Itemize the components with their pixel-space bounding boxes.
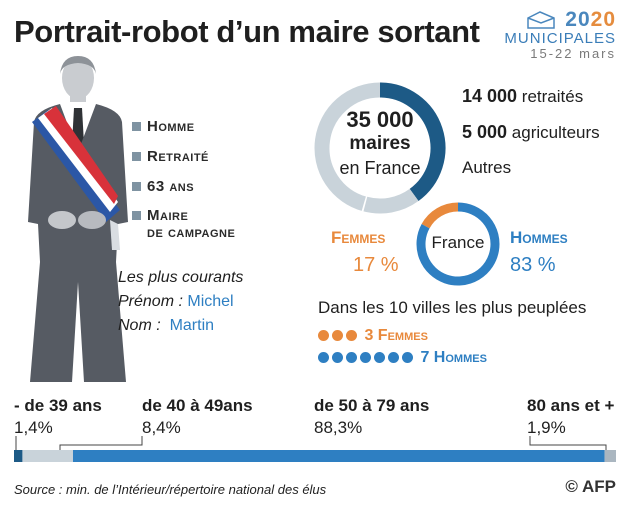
age-group-label-2: de 40 à 49ans [142, 396, 253, 415]
stat-others: Autres [462, 158, 512, 177]
donut-slice-retrait-s [379, 82, 446, 201]
city-dot [318, 330, 329, 341]
age-group-label-4: 80 ans et + [527, 396, 615, 415]
age-distribution-bar [14, 436, 616, 462]
first-name-value: Michel [187, 293, 234, 310]
women-label: Femmes [331, 228, 386, 247]
mayor-figure-illustration [28, 56, 128, 382]
donut-slice-femmes [421, 202, 459, 229]
municipales-logo-year: 2020 [565, 8, 616, 31]
most-common-title: Les plus courants [118, 269, 244, 286]
largest-cities-title: Dans les 10 villes les plus peuplées [318, 298, 587, 317]
page-title: Portrait-robot d’un maire sortant [14, 14, 480, 49]
age-group-percent-1: 1,4% [14, 418, 53, 437]
first-name-label: Prénom : [118, 293, 183, 310]
age-group-percent-4: 1,9% [527, 418, 566, 437]
largest-cities-women: 3 Femmes [318, 327, 428, 345]
donut-slice-hommes [416, 202, 500, 286]
mayors-donut-chart [314, 82, 446, 214]
municipales-logo-name: MUNICIPALES [504, 30, 616, 47]
last-name-value: Martin [169, 317, 215, 334]
largest-cities-men: 7 Hommes [318, 349, 487, 367]
afp-credit: © AFP [565, 477, 616, 496]
profile-item-status: Retraité [132, 148, 209, 165]
city-dot [374, 352, 385, 363]
profile-item-age: 63 ans [132, 178, 194, 195]
last-name-label: Nom : [118, 317, 161, 334]
stat-farmers: 5 000 agriculteurs [462, 122, 600, 142]
stat-retired: 14 000 retraités [462, 86, 584, 106]
age-bar-segment [14, 450, 23, 462]
profile-item-area: Maire [132, 207, 188, 224]
donut-slice-agriculteurs [362, 188, 419, 214]
age-bar-segment [22, 450, 73, 462]
city-dot [360, 352, 371, 363]
men-label: Hommes [510, 228, 568, 247]
profile-item-area-line2: de campagne [147, 224, 236, 241]
age-group-label-3: de 50 à 79 ans [314, 396, 430, 415]
age-group-label-1: - de 39 ans [14, 396, 102, 415]
ballot-envelope-icon [527, 11, 555, 29]
donut-slice-autres [314, 82, 381, 212]
city-dot [346, 330, 357, 341]
men-percent: 83 % [510, 254, 556, 276]
city-dot [332, 330, 343, 341]
women-percent: 17 % [353, 254, 399, 276]
age-group-percent-2: 8,4% [142, 418, 181, 437]
city-dot [332, 352, 343, 363]
profile-item-sex: Homme [132, 118, 195, 135]
mayors-donut-center: 35 000 maires en France [339, 107, 421, 179]
age-leader-line [59, 436, 143, 450]
age-group-percent-3: 88,3% [314, 418, 363, 437]
city-dot [346, 352, 357, 363]
gender-donut-center: France [431, 233, 485, 252]
most-common-names: Les plus courants Prénom : Michel Nom : … [118, 266, 243, 338]
source-note: Source : min. de l’Intérieur/répertoire … [14, 482, 327, 497]
municipales-logo-dates: 15-22 mars [530, 46, 616, 61]
gender-donut-chart [416, 202, 500, 286]
city-dot [388, 352, 399, 363]
city-dot [402, 352, 413, 363]
age-bar-segment [72, 450, 605, 462]
city-dot [318, 352, 329, 363]
age-bar-segment [604, 450, 616, 462]
age-leader-line [529, 436, 607, 450]
